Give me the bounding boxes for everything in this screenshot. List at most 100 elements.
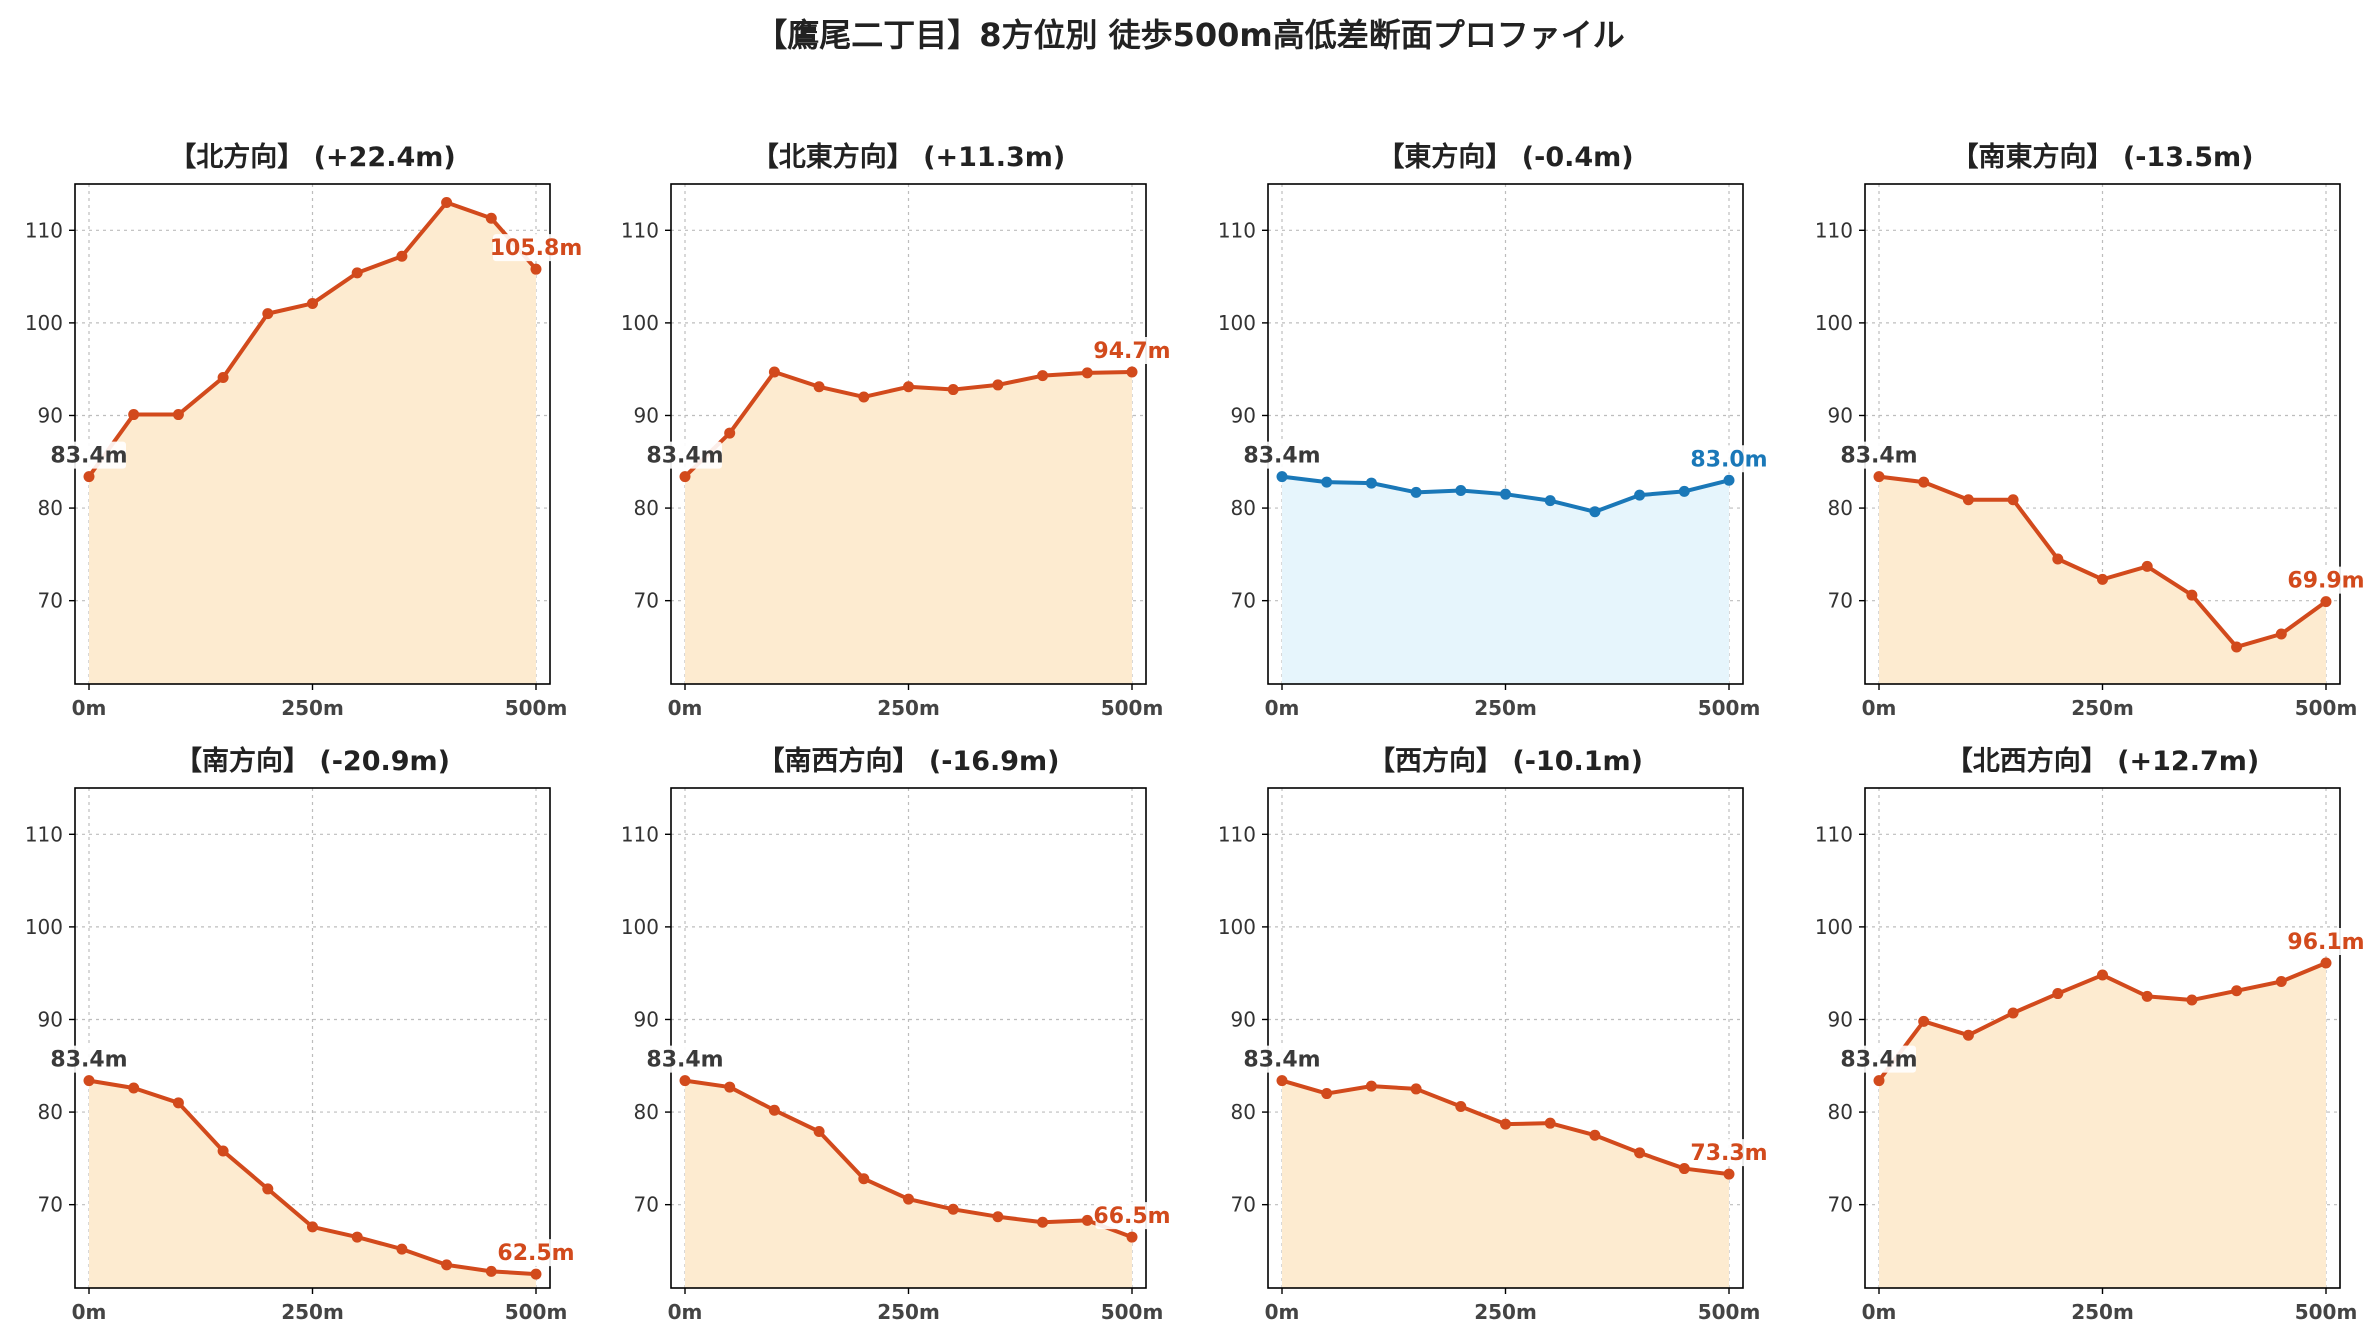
end-elevation-label: 83.0m	[1690, 447, 1767, 472]
y-tick-label: 70	[634, 589, 659, 613]
end-label-bg	[1692, 445, 1766, 473]
x-tick-label: 250m	[1474, 696, 1537, 720]
end-elevation-label: 96.1m	[2287, 930, 2364, 955]
data-point	[679, 1075, 691, 1087]
y-tick-label: 70	[38, 1193, 63, 1217]
data-point	[172, 1097, 184, 1109]
panel-title: 【北方向】 (+22.4m)	[169, 141, 455, 173]
panel-title: 【北東方向】 (+11.3m)	[752, 141, 1065, 173]
x-tick-label: 0m	[668, 696, 703, 720]
data-point	[947, 1203, 959, 1215]
data-point	[307, 297, 318, 309]
y-tick-label: 80	[1828, 496, 1853, 520]
start-elevation-label: 83.4m	[1840, 444, 1917, 469]
start-label-bg	[52, 441, 126, 469]
data-point	[2320, 957, 2332, 969]
data-point	[947, 384, 959, 396]
y-tick-label: 70	[634, 1193, 659, 1217]
data-point	[1081, 1214, 1093, 1226]
start-label-bg	[1245, 441, 1319, 469]
data-point	[1678, 485, 1690, 497]
y-tick-label: 90	[1828, 1007, 1853, 1031]
elevation-area	[89, 202, 536, 684]
data-point	[485, 212, 497, 224]
data-point	[903, 381, 914, 393]
data-point	[2052, 553, 2064, 565]
y-tick-label: 110	[1815, 822, 1853, 846]
y-tick-label: 100	[621, 311, 659, 335]
elevation-area	[1282, 476, 1729, 684]
x-tick-label: 0m	[1862, 696, 1897, 720]
x-tick-label: 500m	[1101, 1300, 1164, 1324]
data-point	[2097, 573, 2108, 585]
data-point	[1410, 1083, 1422, 1095]
data-point	[1589, 506, 1601, 518]
data-point	[530, 263, 542, 275]
y-tick-label: 110	[1815, 218, 1853, 242]
data-point	[83, 1075, 95, 1087]
x-tick-label: 500m	[1101, 696, 1164, 720]
data-point	[2007, 494, 2019, 506]
data-point	[2141, 990, 2153, 1002]
x-tick-label: 500m	[1698, 1300, 1761, 1324]
start-elevation-label: 83.4m	[50, 444, 127, 469]
y-tick-label: 90	[634, 403, 659, 427]
data-point	[1276, 1075, 1288, 1087]
y-tick-label: 110	[1218, 822, 1256, 846]
data-point	[1321, 1088, 1333, 1100]
data-point	[217, 1145, 229, 1157]
data-point	[724, 1081, 736, 1093]
y-tick-label: 110	[25, 218, 63, 242]
elevation-area	[685, 371, 1132, 684]
panel-title: 【北西方向】 (+12.7m)	[1946, 745, 2259, 777]
data-point	[172, 409, 184, 421]
profile-panel: 【北東方向】 (+11.3m) 70 80 90 100 110 0m 250m 500m 83.…	[621, 141, 1171, 720]
data-point	[485, 1265, 497, 1277]
data-point	[813, 381, 825, 393]
start-elevation-label: 83.4m	[1243, 1048, 1320, 1073]
x-tick-label: 250m	[2071, 1300, 2134, 1324]
y-tick-label: 100	[1218, 311, 1256, 335]
y-tick-label: 70	[1231, 1193, 1256, 1217]
start-elevation-label: 83.4m	[50, 1048, 127, 1073]
profile-panel: 【南東方向】 (-13.5m) 70 80 90 100 110 0m 250m 500m 83.…	[1815, 141, 2365, 720]
data-point	[2007, 1007, 2019, 1019]
y-tick-label: 110	[621, 218, 659, 242]
data-point	[724, 427, 736, 439]
elevation-area	[89, 1080, 536, 1288]
y-tick-label: 70	[38, 589, 63, 613]
data-point	[396, 250, 408, 262]
data-point	[2275, 976, 2287, 988]
data-point	[1276, 471, 1288, 483]
data-point	[2186, 994, 2198, 1006]
data-point	[1455, 484, 1467, 496]
x-tick-label: 500m	[505, 696, 568, 720]
panels: 【北方向】 (+22.4m) 70 80 90 100 110 0m 250m 500m 83.4…	[25, 141, 2365, 1324]
data-point	[1678, 1163, 1690, 1175]
y-tick-label: 110	[621, 822, 659, 846]
start-elevation-label: 83.4m	[1840, 1048, 1917, 1073]
start-elevation-label: 83.4m	[646, 1048, 723, 1073]
data-point	[1321, 476, 1333, 488]
y-tick-label: 70	[1231, 589, 1256, 613]
profile-panel: 【南西方向】 (-16.9m) 70 80 90 100 110 0m 250m 500m 83.…	[621, 745, 1171, 1324]
data-point	[2275, 628, 2287, 640]
data-point	[2320, 596, 2332, 608]
end-label-bg	[1095, 1202, 1169, 1230]
x-tick-label: 500m	[2295, 696, 2358, 720]
data-point	[1500, 488, 1511, 500]
start-label-bg	[1842, 1045, 1916, 1073]
profile-panel: 【北西方向】 (+12.7m) 70 80 90 100 110 0m 250m 500m 83.…	[1815, 745, 2365, 1324]
data-point	[351, 1231, 363, 1243]
data-point	[768, 1104, 780, 1116]
start-label-bg	[1245, 1045, 1319, 1073]
y-tick-label: 90	[1828, 403, 1853, 427]
data-point	[1962, 1029, 1974, 1041]
y-tick-label: 80	[1828, 1100, 1853, 1124]
y-tick-label: 80	[1231, 1100, 1256, 1124]
end-label-bg	[1692, 1139, 1766, 1167]
data-point	[2231, 985, 2243, 997]
data-point	[813, 1126, 825, 1138]
data-point	[1723, 1168, 1735, 1180]
